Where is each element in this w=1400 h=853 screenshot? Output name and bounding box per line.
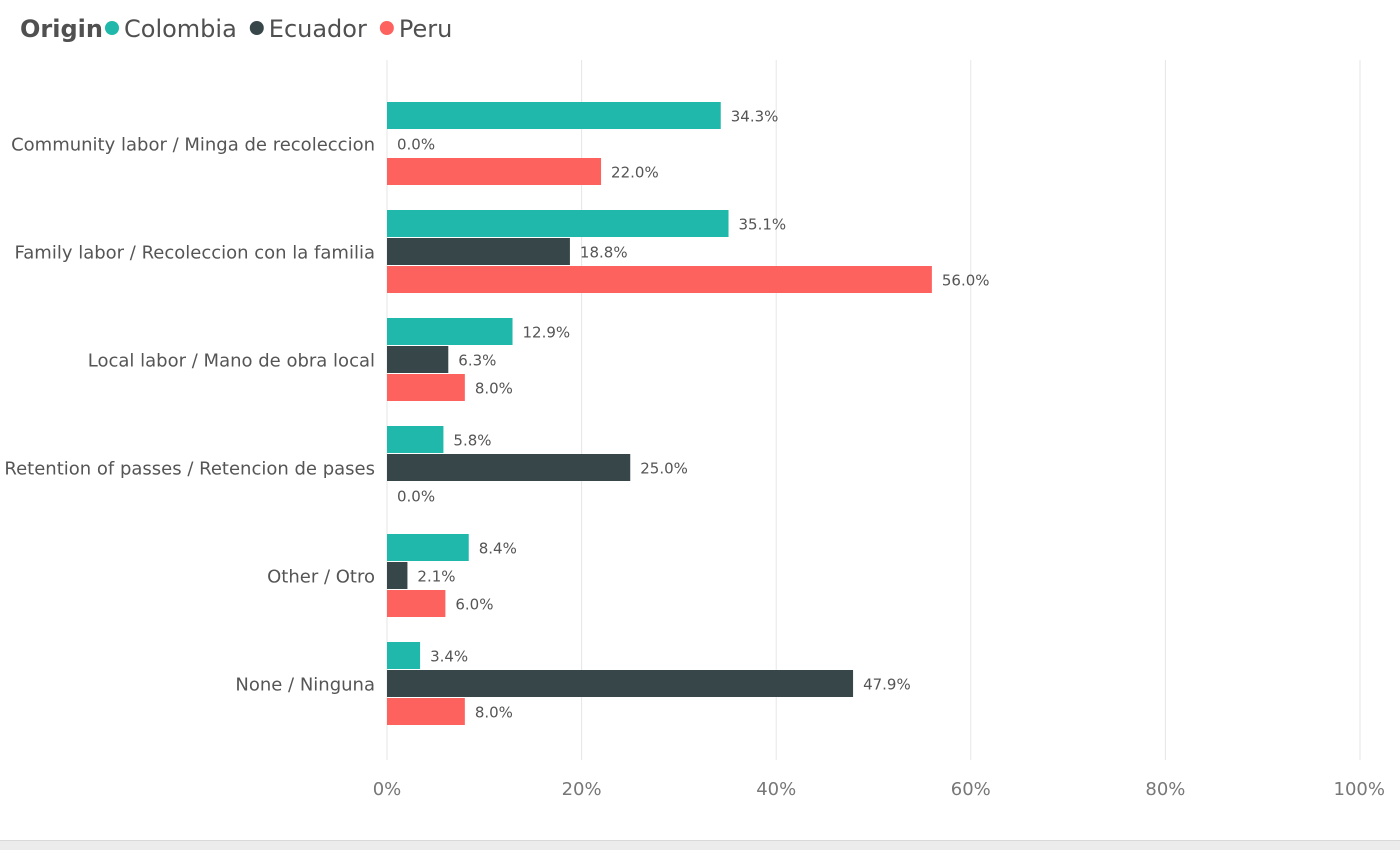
x-tick-label: 40% (756, 779, 796, 800)
bar-peru[interactable] (387, 590, 446, 617)
bar-ecuador[interactable] (387, 238, 570, 265)
bar-ecuador[interactable] (387, 454, 631, 481)
bar-peru[interactable] (387, 266, 932, 293)
category-label: None / Ninguna (235, 675, 375, 696)
category-label: Community labor / Minga de recoleccion (11, 135, 375, 156)
x-axis: 0% 20% 40% 60% 80% 100% (373, 779, 1385, 800)
data-label: 6.3% (458, 352, 496, 370)
data-label: 0.0% (397, 488, 435, 506)
data-label: 22.0% (611, 164, 659, 182)
bar-ecuador[interactable] (387, 670, 854, 697)
bar-peru[interactable] (387, 158, 602, 185)
y-axis: Community labor / Minga de recoleccion Fa… (4, 135, 375, 696)
data-label: 8.4% (479, 540, 517, 558)
bar-colombia[interactable] (387, 426, 444, 453)
legend-label-peru[interactable]: Peru (399, 15, 452, 43)
bar-colombia[interactable] (387, 210, 729, 237)
data-label: 25.0% (640, 460, 688, 478)
legend-title: Origin (20, 15, 103, 43)
bottom-scroll-strip (0, 840, 1400, 850)
legend-label-ecuador[interactable]: Ecuador (269, 15, 367, 43)
x-tick-label: 80% (1145, 779, 1185, 800)
category-label: Family labor / Recoleccion con la famili… (15, 243, 375, 264)
x-tick-label: 0% (373, 779, 402, 800)
bars (387, 102, 932, 725)
x-tick-label: 100% (1334, 779, 1385, 800)
data-label: 35.1% (739, 216, 787, 234)
data-label: 34.3% (731, 108, 779, 126)
bar-peru[interactable] (387, 698, 465, 725)
legend-label-colombia[interactable]: Colombia (124, 15, 237, 43)
legend-marker-ecuador[interactable] (249, 21, 264, 35)
bar-peru[interactable] (387, 374, 465, 401)
bar-ecuador[interactable] (387, 346, 449, 373)
x-tick-label: 60% (951, 779, 991, 800)
bar-colombia[interactable] (387, 642, 421, 669)
data-label: 18.8% (580, 244, 628, 262)
data-label: 12.9% (523, 324, 571, 342)
x-tick-label: 20% (562, 779, 602, 800)
legend-marker-peru[interactable] (379, 21, 394, 35)
bar-ecuador[interactable] (387, 562, 408, 589)
data-label: 2.1% (417, 568, 455, 586)
data-label: 6.0% (455, 596, 493, 614)
category-label: Other / Otro (267, 567, 375, 588)
data-label: 8.0% (475, 704, 513, 722)
data-label: 5.8% (453, 432, 491, 450)
bar-colombia[interactable] (387, 318, 513, 345)
data-label: 56.0% (942, 272, 990, 290)
category-label: Local labor / Mano de obra local (88, 351, 375, 372)
data-labels: 34.3% 0.0% 22.0% 35.1% 18.8% 56.0% 12.9% 6.3% 8.… (397, 108, 990, 722)
data-label: 0.0% (397, 136, 435, 154)
data-label: 47.9% (863, 676, 911, 694)
legend-marker-colombia[interactable] (105, 21, 119, 35)
bar-colombia[interactable] (387, 534, 469, 561)
bar-colombia[interactable] (387, 102, 721, 129)
data-label: 3.4% (430, 648, 468, 666)
category-label: Retention of passes / Retencion de pases (4, 459, 375, 480)
legend: Origin Colombia Ecuador Peru (20, 15, 452, 43)
data-label: 8.0% (475, 380, 513, 398)
